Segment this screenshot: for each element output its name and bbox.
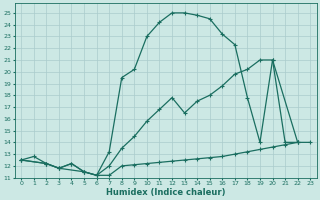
X-axis label: Humidex (Indice chaleur): Humidex (Indice chaleur)	[106, 188, 226, 197]
